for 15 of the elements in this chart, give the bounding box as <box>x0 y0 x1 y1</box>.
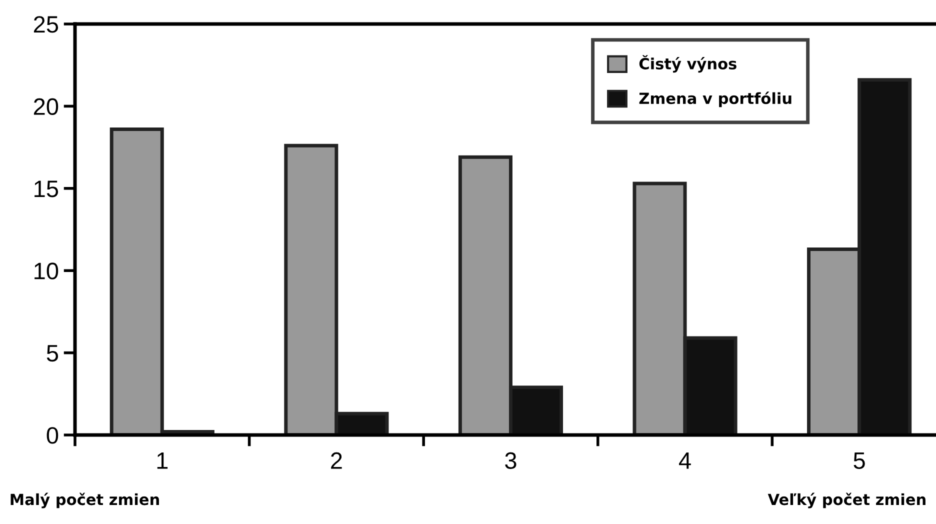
y-tick-label: 5 <box>46 345 58 362</box>
y-tick-label: 15 <box>34 180 58 198</box>
y-tick-label: 25 <box>34 16 58 33</box>
x-tick-label: 4 <box>679 452 691 469</box>
y-tick-label: 10 <box>34 262 58 280</box>
x-tick-label: 5 <box>854 452 865 470</box>
legend-label: Čistý výnos <box>639 55 736 73</box>
x-tick-label: 3 <box>505 452 516 470</box>
text: Veľký počet zmien <box>768 492 926 508</box>
legend-label: Zmena v portfóliu <box>639 92 792 108</box>
x-tick-label: 1 <box>157 452 168 469</box>
y-tick-label: 0 <box>46 427 58 444</box>
text: Malý počet zmien <box>10 492 159 508</box>
x-tick-label: 2 <box>331 452 342 469</box>
y-tick-label: 20 <box>34 98 58 115</box>
